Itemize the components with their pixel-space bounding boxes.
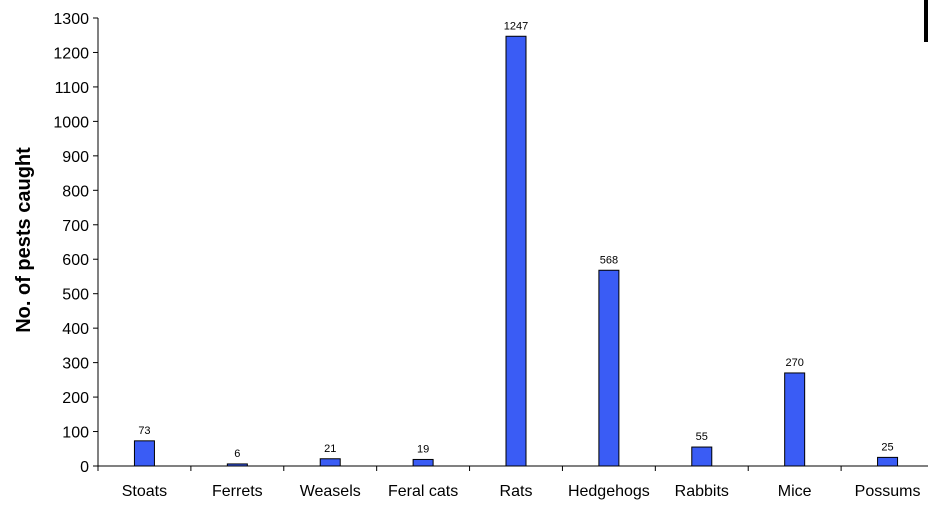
y-tick-label: 400 (62, 321, 89, 338)
x-axis: Stoats Ferrets Weasels Feral cats Rats Hedgeh… (97, 465, 928, 500)
y-tick-label: 900 (62, 149, 89, 166)
data-label: 73 (138, 425, 150, 437)
x-tick-label: Mice (778, 483, 812, 500)
y-axis-title: No. of pests caught (13, 147, 35, 333)
data-labels: 73 6 21 19 1247 568 55 270 25 (138, 20, 893, 460)
data-label: 19 (417, 443, 429, 455)
bar-possums (877, 456, 899, 467)
data-label: 270 (785, 357, 803, 369)
y-tick-label: 800 (62, 183, 89, 200)
y-axis: 0 100 200 300 400 500 600 700 800 900 1000 1100 1200… (53, 11, 99, 476)
bar-weasels (319, 458, 341, 467)
y-tick-label: 0 (80, 459, 89, 476)
y-tick-label: 300 (62, 356, 89, 373)
bar-rats (505, 35, 527, 467)
y-tick-label: 700 (62, 218, 89, 235)
y-tick-label: 1100 (55, 80, 90, 97)
x-tick-label: Rabbits (675, 483, 729, 500)
y-tick-label: 500 (62, 287, 89, 304)
x-tick-label: Weasels (300, 483, 361, 500)
data-label: 21 (324, 443, 336, 455)
y-tick-label: 600 (62, 252, 89, 269)
x-tick-label: Possums (855, 483, 921, 500)
y-tick-label: 200 (62, 390, 89, 407)
data-label: 55 (696, 431, 708, 443)
y-tick-label: 1300 (53, 11, 89, 28)
bar-rabbits (691, 446, 713, 467)
bar-hedgehogs (598, 269, 620, 467)
bar-mice (784, 372, 806, 467)
data-label: 568 (600, 254, 618, 266)
corner-mark (924, 0, 928, 42)
data-label: 25 (881, 441, 893, 453)
bars (133, 35, 899, 467)
y-tick-label: 1200 (53, 45, 89, 62)
data-label: 1247 (504, 20, 528, 32)
x-tick-label: Stoats (122, 483, 167, 500)
y-tick-label: 100 (62, 425, 89, 442)
x-tick-label: Ferrets (212, 483, 263, 500)
x-tick-label: Hedgehogs (568, 483, 650, 500)
bar-stoats (133, 440, 155, 467)
x-tick-label: Rats (500, 483, 533, 500)
x-tick-label: Feral cats (388, 483, 458, 500)
data-label: 6 (234, 448, 240, 460)
y-tick-label: 1000 (53, 114, 89, 131)
bar-feral-cats (412, 458, 434, 467)
bar-ferrets (226, 463, 248, 467)
